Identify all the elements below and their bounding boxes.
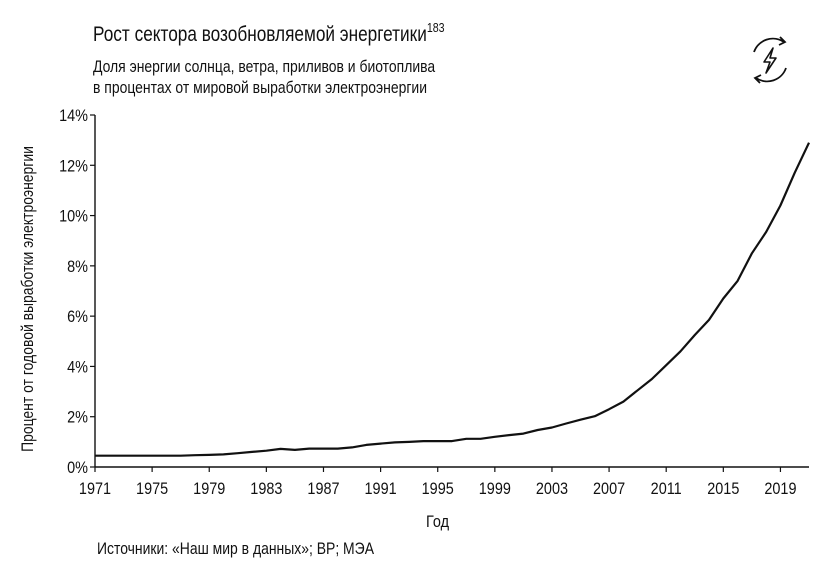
x-axis-label: Год: [426, 512, 450, 531]
source-note: Источники: «Наш мир в данных»; BP; МЭА: [97, 539, 374, 558]
renewable-share-line: [95, 142, 810, 457]
chart-title: Рост сектора возобновляемой энергетики18…: [93, 20, 445, 47]
x-axis-ticks: 1971 1975 1979 1983 1987 1991 1995 1999 2003 2007…: [79, 467, 797, 498]
y-axis-ticks: 0% 2% 4% 6% 8% 10% 12% 14%: [59, 107, 95, 477]
x-tick-label: 1983: [250, 480, 282, 498]
y-tick-label: 4%: [67, 358, 88, 376]
x-tick-label: 2011: [651, 480, 682, 498]
y-tick-label: 10%: [59, 208, 88, 226]
x-tick-label: 1971: [79, 480, 111, 498]
x-tick-label: 2007: [593, 480, 625, 498]
x-tick-label: 1995: [422, 480, 454, 498]
y-axis-label: Процент от годовой выработки электроэнер…: [18, 146, 37, 452]
x-tick-label: 1987: [307, 480, 339, 498]
y-tick-label: 2%: [67, 409, 88, 427]
x-tick-label: 2003: [536, 480, 568, 498]
x-tick-label: 1999: [479, 480, 511, 498]
x-tick-label: 1991: [365, 480, 397, 498]
title-footnote-ref: 183: [426, 20, 445, 35]
y-tick-label: 8%: [67, 258, 88, 276]
y-tick-label: 6%: [67, 308, 88, 326]
chart-title-text: Рост сектора возобновляемой энергетики: [93, 23, 427, 46]
y-tick-label: 12%: [59, 157, 88, 175]
renewable-energy-lightning-icon: [753, 36, 787, 84]
x-tick-label: 2015: [707, 480, 739, 498]
chart-subtitle-line2: в процентах от мировой выработки электро…: [93, 78, 427, 97]
x-tick-label: 2019: [764, 480, 796, 498]
chart-axes: [94, 115, 809, 468]
x-tick-label: 1979: [193, 480, 225, 498]
y-tick-label: 0%: [67, 459, 88, 477]
chart-subtitle-line1: Доля энергии солнца, ветра, приливов и б…: [93, 57, 436, 76]
x-tick-label: 1975: [136, 480, 168, 498]
y-tick-label: 14%: [59, 107, 88, 125]
